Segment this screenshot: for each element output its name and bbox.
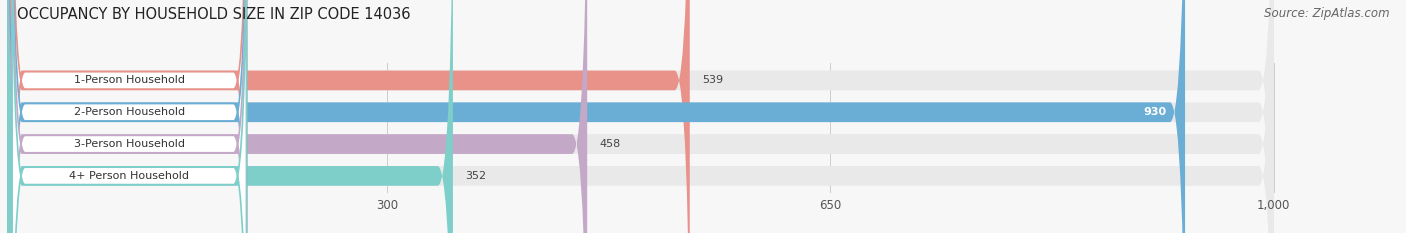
FancyBboxPatch shape bbox=[7, 0, 453, 233]
FancyBboxPatch shape bbox=[7, 0, 1274, 233]
FancyBboxPatch shape bbox=[7, 0, 1185, 233]
FancyBboxPatch shape bbox=[13, 0, 246, 233]
FancyBboxPatch shape bbox=[7, 0, 1274, 233]
Text: 1-Person Household: 1-Person Household bbox=[73, 75, 184, 86]
Text: 2-Person Household: 2-Person Household bbox=[73, 107, 184, 117]
Text: 4+ Person Household: 4+ Person Household bbox=[69, 171, 190, 181]
Text: 930: 930 bbox=[1143, 107, 1166, 117]
Text: 3-Person Household: 3-Person Household bbox=[73, 139, 184, 149]
Text: 458: 458 bbox=[600, 139, 621, 149]
FancyBboxPatch shape bbox=[7, 0, 1274, 233]
Text: 352: 352 bbox=[465, 171, 486, 181]
Text: OCCUPANCY BY HOUSEHOLD SIZE IN ZIP CODE 14036: OCCUPANCY BY HOUSEHOLD SIZE IN ZIP CODE … bbox=[17, 7, 411, 22]
FancyBboxPatch shape bbox=[7, 0, 1274, 233]
FancyBboxPatch shape bbox=[13, 0, 246, 233]
FancyBboxPatch shape bbox=[7, 0, 588, 233]
FancyBboxPatch shape bbox=[13, 0, 246, 233]
FancyBboxPatch shape bbox=[13, 0, 246, 233]
FancyBboxPatch shape bbox=[7, 0, 690, 233]
Text: 539: 539 bbox=[703, 75, 724, 86]
Text: Source: ZipAtlas.com: Source: ZipAtlas.com bbox=[1264, 7, 1389, 20]
